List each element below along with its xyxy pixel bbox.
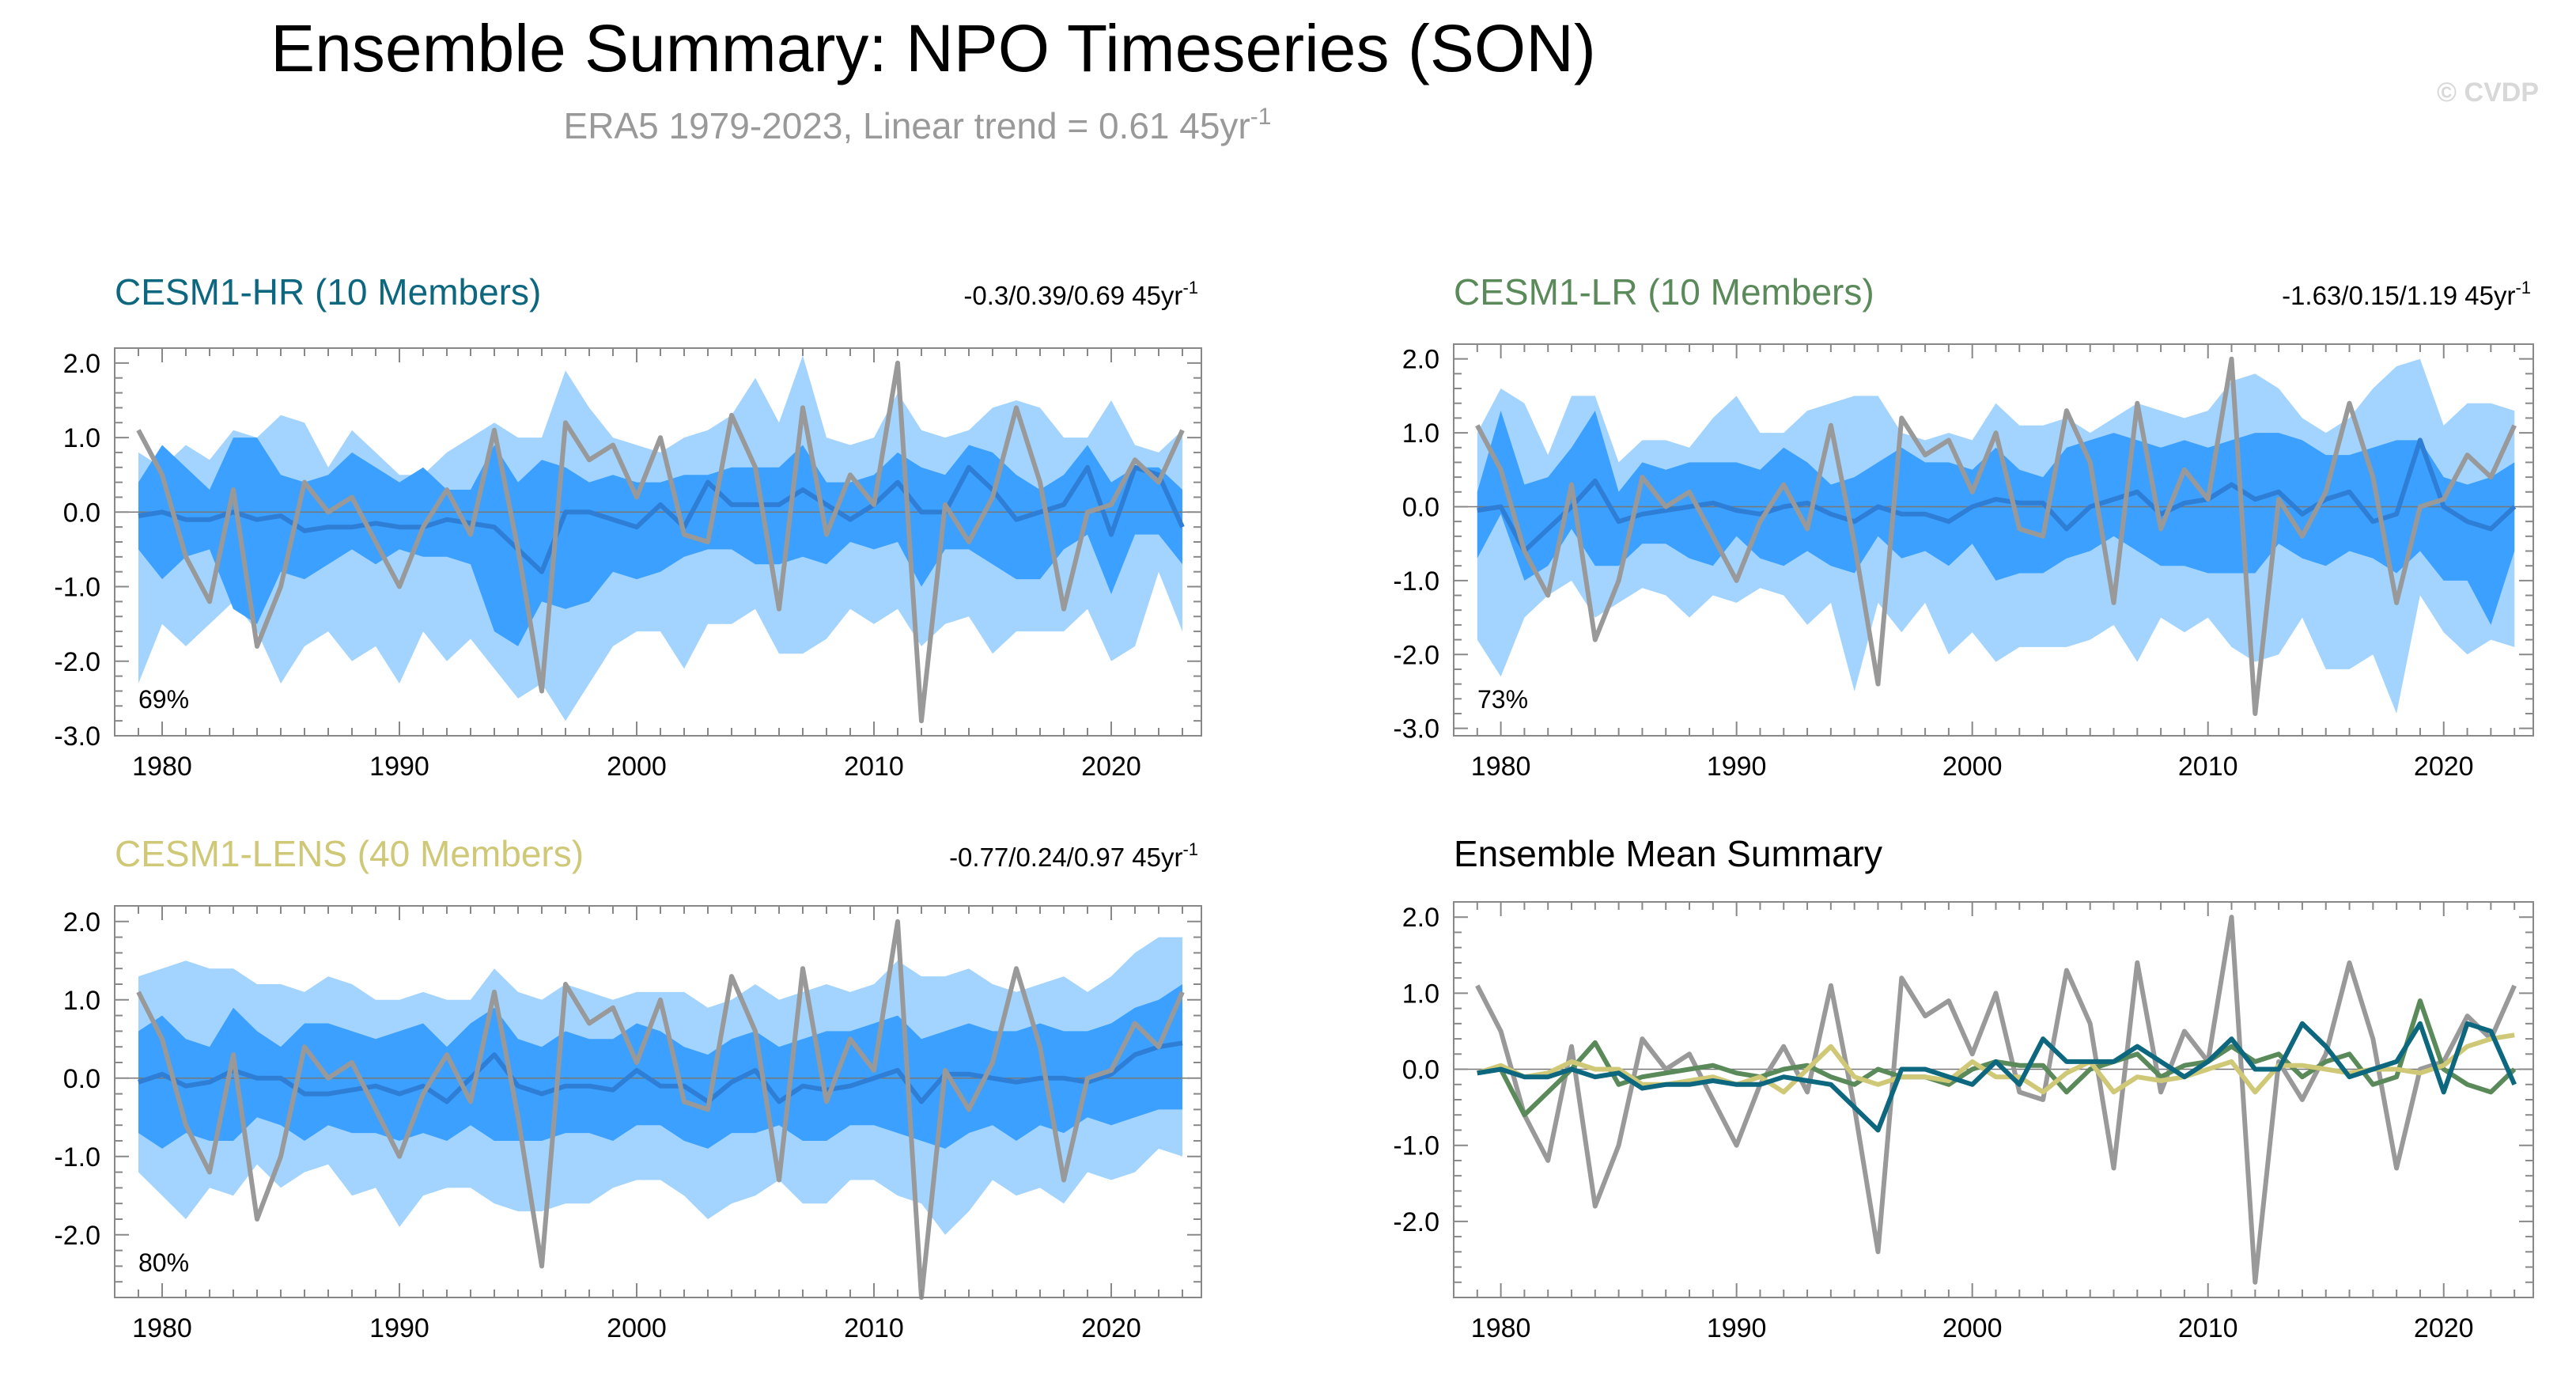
xtick-label: 2020 <box>1081 1313 1141 1343</box>
panel-title-summary: Ensemble Mean Summary <box>1454 833 1882 874</box>
xtick-label: 2020 <box>1081 752 1141 782</box>
plot-frame <box>1453 901 2534 1298</box>
percent-label: 80% <box>138 1248 189 1277</box>
panel-hr: CESM1-HR (10 Members) -0.3/0.39/0.69 45yr… <box>54 271 1202 782</box>
ytick-label: -3.0 <box>1393 714 1439 744</box>
figure-title: Ensemble Summary: NPO Timeseries (SON) <box>270 11 1596 85</box>
ytick-label: 1.0 <box>63 986 100 1016</box>
xtick-label: 1980 <box>1471 1313 1531 1343</box>
xtick-label: 1980 <box>132 752 192 782</box>
ytick-label: 1.0 <box>1402 419 1439 449</box>
ensemble-mean-line <box>138 464 1185 574</box>
panel-trend-lens: -0.77/0.24/0.97 45yr-1 <box>949 839 1198 872</box>
series-line-era5 <box>1475 915 2517 1285</box>
series-line-cesm1-lr <box>1477 998 2517 1118</box>
ytick-label: 0.0 <box>1402 492 1439 522</box>
plot-frame <box>1453 343 2534 737</box>
ytick-label: -1.0 <box>54 1142 100 1172</box>
trend-value: -1.63/0.15/1.19 45yr <box>2282 281 2515 310</box>
ytick-label: 2.0 <box>1402 345 1439 375</box>
ytick-label: -2.0 <box>1393 1207 1439 1237</box>
ytick-label: 0.0 <box>1402 1055 1439 1085</box>
xtick-label: 1980 <box>1471 752 1531 782</box>
panel-title-hr: CESM1-HR (10 Members) <box>115 271 541 313</box>
ytick-label: -1.0 <box>1393 1131 1439 1161</box>
ytick-label: 0.0 <box>63 1064 100 1094</box>
band-p25-p75 <box>138 438 1182 646</box>
era5-line <box>136 360 1185 724</box>
xtick-label: 2000 <box>1942 1313 2003 1343</box>
xtick-label: 2000 <box>607 752 667 782</box>
xtick-label: 2020 <box>2414 752 2474 782</box>
panel-trend-lr: -1.63/0.15/1.19 45yr-1 <box>2282 278 2531 310</box>
xtick-label: 2020 <box>2414 1313 2474 1343</box>
panels: CESM1-HR (10 Members) -0.3/0.39/0.69 45yr… <box>54 271 2534 1343</box>
band-p25-p75 <box>1477 411 2515 625</box>
era5-line <box>136 919 1185 1300</box>
panel-summary: Ensemble Mean Summary 2.0 1.0 0.0 -1.0 -2.0 19… <box>1393 833 2534 1343</box>
panel-title-lr: CESM1-LR (10 Members) <box>1454 271 1874 313</box>
ytick-label: -2.0 <box>54 647 100 677</box>
xtick-label: 2000 <box>1942 752 2003 782</box>
ytick-label: -1.0 <box>1393 566 1439 597</box>
ytick-label: 2.0 <box>1402 903 1439 933</box>
trend-unit-sup: -1 <box>1182 278 1198 297</box>
ensemble-mean-line <box>138 1040 1183 1104</box>
xtick-label: 2000 <box>607 1313 667 1343</box>
ytick-label: 2.0 <box>63 349 100 379</box>
ytick-label: 1.0 <box>1402 979 1439 1009</box>
ytick-label: -1.0 <box>54 573 100 603</box>
ytick-label: 1.0 <box>63 423 100 453</box>
ensemble-mean-line <box>1477 438 2517 554</box>
panel-title-lens: CESM1-LENS (40 Members) <box>115 833 584 874</box>
series-line-cesm1-hr <box>1477 1021 2517 1133</box>
era5-line <box>1475 356 2517 716</box>
plot-frame <box>114 905 1202 1298</box>
ytick-label: 2.0 <box>63 907 100 938</box>
trend-value: -0.77/0.24/0.97 45yr <box>949 843 1182 872</box>
trend-value: -0.3/0.39/0.69 45yr <box>963 281 1182 310</box>
figure-subtitle-main: ERA5 1979-2023, Linear trend = 0.61 45yr <box>564 105 1250 146</box>
trend-unit-sup: -1 <box>1182 839 1198 859</box>
band-p25-p75 <box>138 984 1182 1149</box>
percent-label: 73% <box>1477 685 1528 714</box>
xtick-label: 2010 <box>2178 752 2238 782</box>
panel-lr: CESM1-LR (10 Members) -1.63/0.15/1.19 45y… <box>1393 271 2534 782</box>
xtick-label: 1980 <box>132 1313 192 1343</box>
ytick-label: -2.0 <box>54 1221 100 1251</box>
trend-unit-sup: -1 <box>2515 278 2531 297</box>
ytick-label: 0.0 <box>63 498 100 528</box>
xtick-label: 1990 <box>369 1313 429 1343</box>
xtick-label: 2010 <box>2178 1313 2238 1343</box>
panel-lens: CESM1-LENS (40 Members) -0.77/0.24/0.97 4… <box>54 833 1202 1343</box>
watermark: © CVDP <box>2437 78 2539 108</box>
ytick-label: -3.0 <box>54 722 100 752</box>
figure-subtitle: ERA5 1979-2023, Linear trend = 0.61 45yr… <box>564 104 1272 146</box>
xtick-label: 1990 <box>369 752 429 782</box>
xtick-label: 1990 <box>1707 752 1767 782</box>
xtick-label: 1990 <box>1707 1313 1767 1343</box>
xtick-label: 2010 <box>844 752 904 782</box>
panel-trend-hr: -0.3/0.39/0.69 45yr-1 <box>963 278 1198 310</box>
series-line-cesm1-lens <box>1476 1032 2515 1095</box>
ytick-label: -2.0 <box>1393 640 1439 670</box>
xtick-label: 2010 <box>844 1313 904 1343</box>
percent-label: 69% <box>138 685 189 714</box>
figure-subtitle-sup: -1 <box>1250 104 1272 130</box>
